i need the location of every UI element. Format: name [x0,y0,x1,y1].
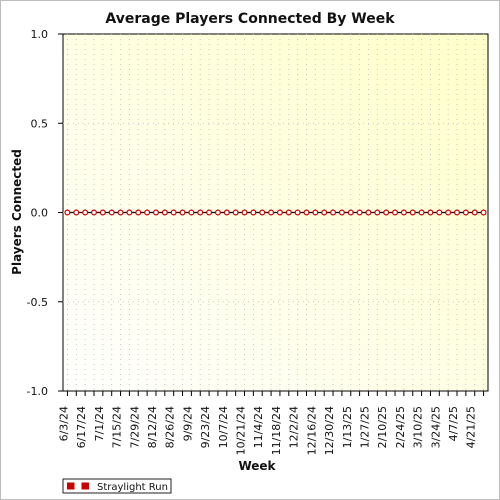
x-axis-title: Week [238,459,276,473]
series-point [214,209,221,216]
series-point [90,209,97,216]
legend-series-label: Straylight Run [97,482,168,493]
series-point [161,209,168,216]
axis-layer: -1.0 -0.5 0.0 0.5 1.0 6/3/24 6/17/24 7/1/24 7/15… [27,28,485,455]
series-point [241,209,248,216]
x-tick-label: 4/21/25 [465,406,478,448]
series-point [303,209,310,216]
series-point [418,209,425,216]
x-tick-label: 7/15/24 [111,406,124,448]
x-tick-label: 8/26/24 [164,406,177,448]
x-tick-label: 7/29/24 [128,406,141,448]
series-point [312,209,319,216]
y-axis-title: Players Connected [10,149,24,275]
series-point [321,209,328,216]
x-tick-label: 10/7/24 [217,406,230,448]
series-point [276,209,283,216]
series-layer [64,209,487,216]
legend: Straylight Run [62,478,172,494]
y-tick-label: 1.0 [31,28,49,41]
x-tick-label: 6/17/24 [75,406,88,448]
x-tick-label: 12/16/24 [305,406,318,455]
series-point [374,209,381,216]
series-point [250,209,257,216]
series-point [268,209,275,216]
x-tick-label: 2/24/25 [394,406,407,448]
x-tick-label: 10/21/24 [235,406,248,455]
series-point [330,209,337,216]
series-point [135,209,142,216]
series-point [454,209,461,216]
x-tick-label: 7/1/24 [93,406,106,441]
x-tick-label: 3/24/25 [429,406,442,448]
y-tick-label: -0.5 [27,296,48,309]
series-point [170,209,177,216]
x-tick-label: 1/13/25 [341,406,354,448]
series-point [223,209,230,216]
series-point [445,209,452,216]
series-point [206,209,213,216]
series-point [347,209,354,216]
y-tick-label: 0.5 [31,117,49,130]
x-tick-label: 3/10/25 [412,406,425,448]
series-point [232,209,239,216]
series-point [126,209,133,216]
x-tick-label: 12/2/24 [288,406,301,448]
x-tick-label: 2/10/25 [376,406,389,448]
chart-title: Average Players Connected By Week [105,11,395,27]
series-point [409,209,416,216]
legend-series-marker [74,482,82,490]
x-tick-label: 11/18/24 [270,406,283,455]
series-point [356,209,363,216]
series-point [73,209,80,216]
series-point [108,209,115,216]
series-point [471,209,478,216]
series-point [197,209,204,216]
series-point [383,209,390,216]
series-point [188,209,195,216]
series-point [179,209,186,216]
series-point [462,209,469,216]
series-point [82,209,89,216]
legend-box [62,478,172,494]
series-point [427,209,434,216]
series-point [436,209,443,216]
series-point [392,209,399,216]
series-point [365,209,372,216]
x-tick-label: 12/30/24 [323,406,336,455]
series-point [294,209,301,216]
series-point [400,209,407,216]
series-point [144,209,151,216]
y-tick-label: 0.0 [31,207,49,220]
series-point [152,209,159,216]
series-point [285,209,292,216]
x-tick-label: 9/9/24 [181,406,194,441]
series-point [480,209,487,216]
x-tick-label: 4/7/25 [447,406,460,441]
x-tick-label: 11/4/24 [252,406,265,448]
x-tick-label: 6/3/24 [57,406,70,441]
x-tick-label: 8/12/24 [146,406,159,448]
series-point [99,209,106,216]
series-point [338,209,345,216]
x-tick-label: 1/27/25 [358,406,371,448]
series-point [117,209,124,216]
series-point [259,209,266,216]
x-tick-label: 9/23/24 [199,406,212,448]
y-tick-label: -1.0 [27,385,48,398]
series-point [64,209,71,216]
